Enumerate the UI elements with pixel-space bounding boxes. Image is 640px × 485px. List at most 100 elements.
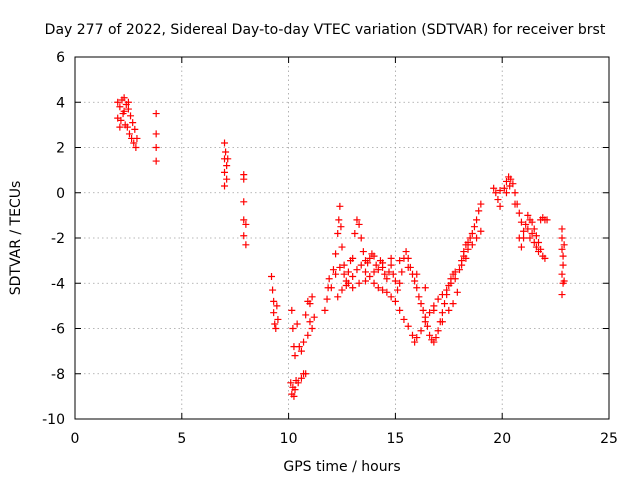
data-point bbox=[289, 325, 297, 332]
data-point bbox=[338, 243, 346, 251]
data-point bbox=[430, 338, 438, 346]
data-point bbox=[120, 107, 128, 115]
data-point bbox=[306, 318, 314, 326]
data-point bbox=[451, 275, 459, 283]
data-point bbox=[242, 241, 250, 249]
data-point bbox=[453, 288, 461, 296]
data-point bbox=[379, 263, 387, 271]
data-point bbox=[349, 254, 357, 262]
data-point bbox=[374, 284, 382, 292]
data-point bbox=[438, 318, 446, 326]
data-point bbox=[398, 268, 406, 276]
data-point bbox=[131, 125, 139, 133]
data-point bbox=[396, 257, 404, 265]
x-ticks: 0 5 10 15 20 25 bbox=[71, 57, 618, 447]
data-point bbox=[430, 306, 438, 314]
data-point bbox=[351, 229, 359, 237]
plot-frame bbox=[74, 56, 610, 420]
data-point bbox=[361, 268, 369, 276]
data-point bbox=[130, 139, 138, 147]
x-axis-label: GPS time / hours bbox=[283, 459, 400, 475]
chart-title: Day 277 of 2022, Sidereal Day-to-day VTE… bbox=[45, 22, 606, 38]
data-point bbox=[383, 288, 391, 296]
data-point bbox=[394, 286, 402, 294]
data-point bbox=[288, 306, 296, 314]
data-point bbox=[114, 98, 122, 106]
data-point bbox=[532, 232, 540, 240]
data-point bbox=[506, 182, 514, 190]
data-point bbox=[302, 311, 310, 319]
data-point bbox=[391, 297, 399, 305]
data-point bbox=[535, 248, 543, 256]
data-point bbox=[271, 320, 279, 328]
data-point bbox=[336, 202, 344, 210]
data-point bbox=[526, 234, 534, 242]
data-point bbox=[532, 243, 540, 251]
y-tick-label: 0 bbox=[56, 186, 65, 202]
data-point bbox=[370, 252, 378, 260]
x-tick-label: 0 bbox=[71, 431, 80, 447]
data-point bbox=[447, 279, 455, 287]
data-point bbox=[323, 295, 331, 303]
data-point bbox=[522, 220, 530, 228]
data-point bbox=[396, 306, 404, 314]
data-point bbox=[500, 184, 508, 192]
data-point bbox=[294, 379, 302, 387]
data-point bbox=[449, 300, 457, 308]
y-tick-label: -8 bbox=[51, 367, 65, 383]
data-point bbox=[558, 225, 566, 233]
data-point bbox=[462, 254, 470, 262]
data-point bbox=[338, 286, 346, 294]
data-point bbox=[507, 175, 515, 183]
y-ticks: -10 -8 -6 -4 -2 0 2 4 6 bbox=[42, 50, 609, 428]
data-point bbox=[321, 306, 329, 314]
data-point bbox=[389, 270, 397, 278]
data-point bbox=[496, 186, 504, 194]
data-point bbox=[310, 313, 318, 321]
data-point bbox=[152, 130, 160, 138]
data-point bbox=[492, 189, 500, 197]
data-point bbox=[490, 184, 498, 192]
data-point bbox=[404, 322, 412, 330]
data-point bbox=[372, 261, 380, 269]
data-point bbox=[387, 254, 395, 262]
data-point bbox=[240, 198, 248, 206]
data-point bbox=[270, 297, 278, 305]
data-point bbox=[400, 315, 408, 323]
data-point bbox=[496, 202, 504, 210]
data-point bbox=[359, 248, 367, 256]
data-point bbox=[290, 392, 298, 400]
data-point bbox=[477, 227, 485, 235]
data-point bbox=[340, 270, 348, 278]
data-point bbox=[441, 300, 449, 308]
data-point bbox=[426, 309, 434, 317]
data-point bbox=[366, 272, 374, 280]
data-point bbox=[342, 282, 350, 290]
x-tick-label: 20 bbox=[493, 431, 511, 447]
data-point bbox=[293, 320, 301, 328]
data-point bbox=[224, 155, 232, 163]
data-point bbox=[543, 216, 551, 224]
data-point bbox=[558, 245, 566, 253]
data-point bbox=[434, 295, 442, 303]
data-point bbox=[222, 148, 230, 156]
data-point bbox=[332, 270, 340, 278]
data-point bbox=[438, 309, 446, 317]
data-point bbox=[370, 268, 378, 276]
data-point bbox=[494, 196, 502, 204]
data-point bbox=[515, 209, 523, 217]
y-tick-label: -4 bbox=[51, 276, 65, 292]
data-point bbox=[125, 130, 133, 138]
data-point bbox=[242, 220, 250, 228]
data-point bbox=[335, 216, 343, 224]
data-point bbox=[240, 216, 248, 224]
data-point bbox=[502, 177, 510, 185]
data-point bbox=[123, 123, 131, 131]
data-point bbox=[334, 293, 342, 301]
data-point bbox=[361, 277, 369, 285]
data-point bbox=[381, 270, 389, 278]
data-point bbox=[344, 268, 352, 276]
x-tick-label: 10 bbox=[280, 431, 298, 447]
data-point bbox=[417, 300, 425, 308]
